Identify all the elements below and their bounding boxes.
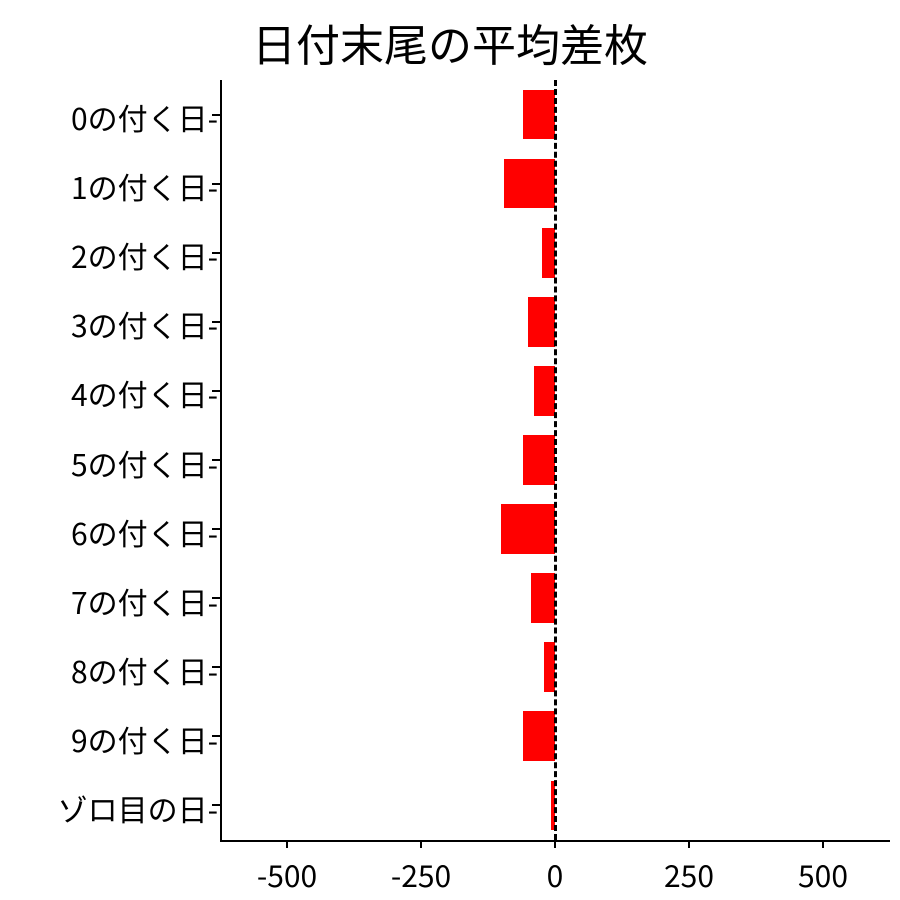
bar bbox=[523, 711, 555, 761]
y-tick-label: 8の付く日- bbox=[71, 648, 218, 692]
chart-container: 日付末尾の平均差枚 0の付く日- 1の付く日- 2の付く日- 3の付く日- 4の付く日-… bbox=[0, 0, 900, 900]
x-tick-mark bbox=[286, 840, 288, 848]
bar bbox=[523, 90, 555, 140]
y-tick-label: 6の付く日- bbox=[71, 510, 218, 554]
bar bbox=[504, 159, 555, 209]
y-tick-label: 0の付く日- bbox=[71, 95, 218, 139]
x-tick-mark bbox=[554, 840, 556, 848]
y-tick-label: 3の付く日- bbox=[71, 302, 218, 346]
y-tick-label: ゾロ目の日- bbox=[58, 786, 218, 830]
y-tick-label: 2の付く日- bbox=[71, 233, 218, 277]
x-tick-label: 0 bbox=[547, 852, 564, 896]
y-tick-label: 9の付く日- bbox=[71, 717, 218, 761]
x-tick-label: 500 bbox=[798, 852, 848, 896]
y-tick-label: 4の付く日- bbox=[71, 371, 218, 415]
bar bbox=[534, 366, 555, 416]
bar bbox=[531, 573, 555, 623]
x-tick-mark bbox=[822, 840, 824, 848]
y-axis-line bbox=[220, 80, 222, 840]
x-tick-mark bbox=[688, 840, 690, 848]
x-tick-label: -250 bbox=[391, 852, 451, 896]
x-tick-label: -500 bbox=[257, 852, 317, 896]
bar bbox=[501, 504, 555, 554]
plot-area bbox=[220, 80, 890, 840]
y-tick-label: 7の付く日- bbox=[71, 579, 218, 623]
x-tick-label: 250 bbox=[664, 852, 714, 896]
x-tick-mark bbox=[420, 840, 422, 848]
bar bbox=[523, 435, 555, 485]
y-tick-label: 1の付く日- bbox=[71, 164, 218, 208]
y-tick-label: 5の付く日- bbox=[71, 441, 218, 485]
zero-line bbox=[554, 80, 557, 840]
bar bbox=[528, 297, 555, 347]
chart-title: 日付末尾の平均差枚 bbox=[0, 10, 900, 74]
